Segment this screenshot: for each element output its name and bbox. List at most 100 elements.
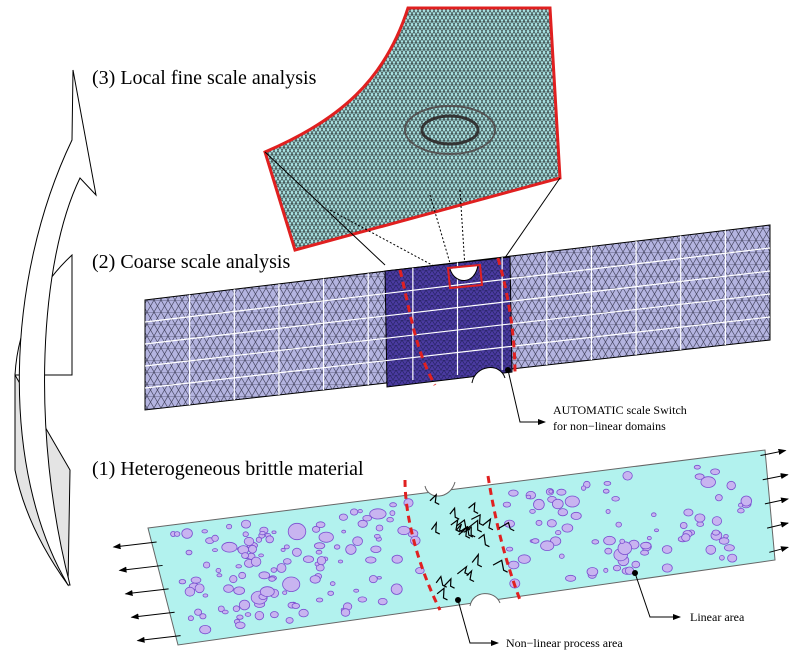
inclusion	[571, 512, 581, 519]
inclusion	[536, 520, 542, 525]
inclusion	[549, 490, 553, 494]
inclusion	[618, 542, 632, 555]
inclusion	[334, 545, 340, 549]
inclusion	[243, 532, 248, 537]
inclusion	[212, 535, 219, 541]
pointer	[458, 600, 498, 643]
inclusion	[684, 509, 693, 516]
inclusion	[269, 577, 276, 581]
inclusion	[188, 616, 193, 621]
page: {"labels": { "step3": "(3) Local fine sc…	[0, 0, 791, 657]
inclusion	[697, 522, 704, 527]
inclusion	[606, 510, 610, 514]
inclusion	[695, 474, 704, 480]
inclusion	[374, 534, 380, 538]
inclusion	[366, 557, 376, 563]
inclusion	[371, 546, 381, 553]
inclusion	[242, 553, 249, 559]
inclusion	[292, 603, 300, 608]
inclusion	[604, 568, 608, 572]
inclusion	[284, 545, 289, 549]
inclusion	[314, 543, 324, 549]
inclusion	[370, 509, 386, 519]
inclusion	[509, 490, 519, 496]
inclusion	[518, 555, 530, 564]
inclusion	[338, 560, 342, 563]
inclusion	[565, 496, 579, 507]
inclusion	[728, 554, 737, 562]
inclusion	[562, 524, 573, 532]
inclusion	[271, 612, 279, 618]
inclusion	[316, 598, 322, 602]
inclusion	[613, 565, 620, 571]
inclusion	[319, 532, 333, 542]
annotation: for non−linear domains	[553, 419, 666, 433]
inclusion	[283, 577, 300, 592]
inclusion	[739, 503, 743, 507]
step-label: (1) Heterogeneous brittle material	[92, 458, 364, 480]
inclusion	[230, 576, 237, 583]
inclusion	[680, 522, 687, 528]
inclusion	[239, 572, 246, 578]
load-arrow	[114, 542, 157, 547]
inclusion	[694, 465, 700, 469]
annotation: AUTOMATIC scale Switch	[553, 403, 687, 417]
inclusion	[245, 613, 251, 617]
load-arrow	[138, 636, 181, 641]
inclusion	[236, 622, 246, 629]
inclusion	[711, 469, 720, 475]
inclusion	[532, 539, 539, 544]
inclusion	[662, 564, 672, 572]
inclusion	[559, 554, 564, 558]
inclusion	[604, 536, 616, 545]
inclusion	[286, 618, 293, 624]
inclusion	[620, 539, 625, 543]
inclusion	[632, 561, 640, 568]
load-arrow	[126, 589, 169, 594]
inclusion	[509, 561, 519, 569]
inclusion	[398, 526, 410, 534]
inclusion	[237, 615, 243, 619]
inclusion	[377, 577, 381, 580]
inclusion	[682, 534, 690, 542]
inclusion	[557, 489, 566, 495]
inclusion	[712, 517, 721, 526]
inclusion	[552, 499, 563, 509]
inclusion	[623, 472, 632, 481]
inclusion	[213, 549, 218, 552]
inclusion	[233, 606, 239, 612]
inclusion	[738, 508, 745, 513]
inclusion	[376, 525, 383, 531]
inclusion	[216, 568, 221, 572]
inclusion	[186, 550, 192, 555]
inclusion	[556, 531, 561, 535]
inclusion	[200, 625, 211, 633]
inclusion	[303, 556, 313, 563]
inclusion	[224, 585, 234, 593]
inclusion	[547, 520, 556, 527]
inclusion	[647, 536, 651, 539]
inclusion	[390, 503, 397, 507]
inclusion	[339, 514, 347, 520]
inclusion	[541, 541, 554, 551]
inclusion	[328, 591, 334, 595]
inclusion	[392, 555, 402, 563]
inclusion	[724, 545, 734, 551]
inclusion	[358, 520, 367, 527]
inclusion	[255, 611, 264, 619]
inclusion	[724, 535, 729, 538]
inclusion	[330, 582, 335, 586]
inclusion	[558, 509, 568, 516]
inclusion	[272, 531, 276, 534]
inclusion	[266, 536, 274, 543]
inclusion	[612, 497, 620, 502]
step-label: (2) Coarse scale analysis	[92, 251, 290, 273]
inclusion	[358, 509, 362, 512]
inclusion	[236, 565, 242, 568]
inclusion	[369, 576, 377, 583]
inclusion	[292, 548, 301, 556]
inclusion	[281, 548, 285, 551]
inclusion	[222, 542, 237, 552]
inclusion	[603, 489, 609, 493]
inclusion	[222, 610, 228, 614]
